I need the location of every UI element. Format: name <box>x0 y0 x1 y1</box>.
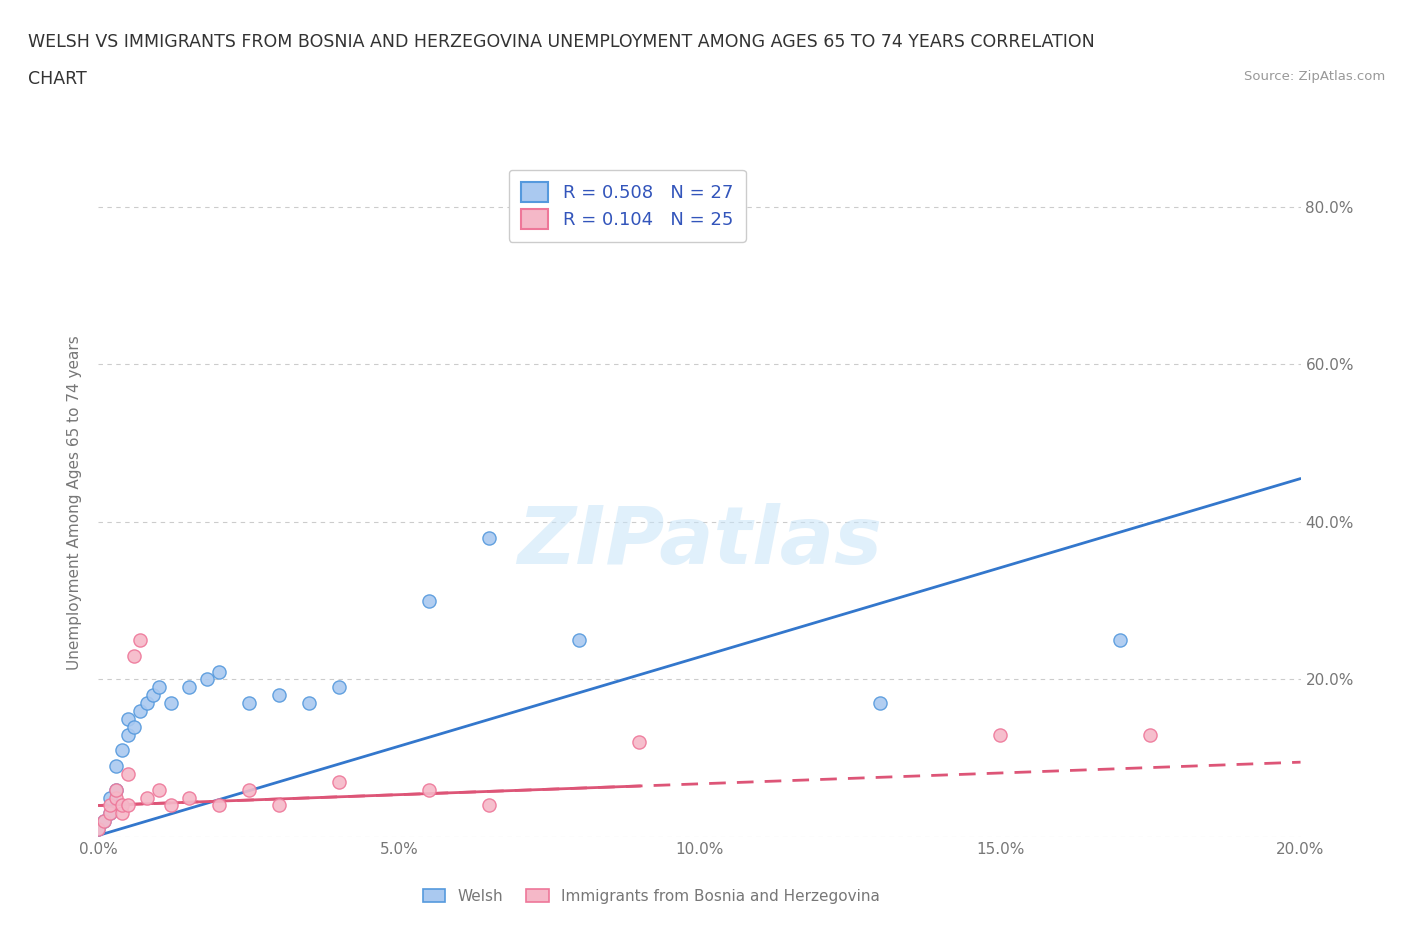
Point <box>129 703 152 718</box>
Point <box>105 759 128 774</box>
Point <box>328 775 350 790</box>
Point <box>869 696 891 711</box>
Y-axis label: Unemployment Among Ages 65 to 74 years: Unemployment Among Ages 65 to 74 years <box>67 335 83 670</box>
Point <box>1139 727 1161 742</box>
Text: ZIPatlas: ZIPatlas <box>517 503 882 581</box>
Point <box>141 688 163 703</box>
Point <box>111 806 134 821</box>
Point <box>105 782 128 797</box>
Point <box>93 814 115 829</box>
Point <box>105 782 128 797</box>
Point <box>93 814 115 829</box>
Legend: Welsh, Immigrants from Bosnia and Herzegovina: Welsh, Immigrants from Bosnia and Herzeg… <box>416 883 886 910</box>
Point <box>87 822 110 837</box>
Point <box>267 798 290 813</box>
Point <box>117 727 139 742</box>
Point <box>111 743 134 758</box>
Point <box>100 790 122 805</box>
Point <box>328 680 350 695</box>
Point <box>117 711 139 726</box>
Point <box>148 680 170 695</box>
Point <box>159 798 181 813</box>
Point <box>988 727 1011 742</box>
Point <box>105 790 128 805</box>
Text: WELSH VS IMMIGRANTS FROM BOSNIA AND HERZEGOVINA UNEMPLOYMENT AMONG AGES 65 TO 74: WELSH VS IMMIGRANTS FROM BOSNIA AND HERZ… <box>28 33 1095 50</box>
Point <box>208 798 231 813</box>
Point <box>628 735 651 750</box>
Point <box>117 798 139 813</box>
Point <box>87 822 110 837</box>
Point <box>238 782 260 797</box>
Point <box>298 696 321 711</box>
Point <box>418 593 440 608</box>
Point <box>478 798 501 813</box>
Point <box>159 696 181 711</box>
Point <box>100 806 122 821</box>
Point <box>238 696 260 711</box>
Point <box>208 664 231 679</box>
Text: CHART: CHART <box>28 70 87 87</box>
Point <box>117 766 139 781</box>
Point <box>100 798 122 813</box>
Point <box>129 632 152 647</box>
Point <box>100 806 122 821</box>
Point <box>148 782 170 797</box>
Point <box>1109 632 1132 647</box>
Point <box>177 790 200 805</box>
Point <box>568 632 591 647</box>
Point <box>177 680 200 695</box>
Point <box>267 688 290 703</box>
Point <box>478 530 501 545</box>
Point <box>111 798 134 813</box>
Point <box>195 672 218 687</box>
Point <box>135 696 157 711</box>
Point <box>135 790 157 805</box>
Point <box>124 719 146 734</box>
Text: Source: ZipAtlas.com: Source: ZipAtlas.com <box>1244 70 1385 83</box>
Point <box>418 782 440 797</box>
Point <box>124 648 146 663</box>
